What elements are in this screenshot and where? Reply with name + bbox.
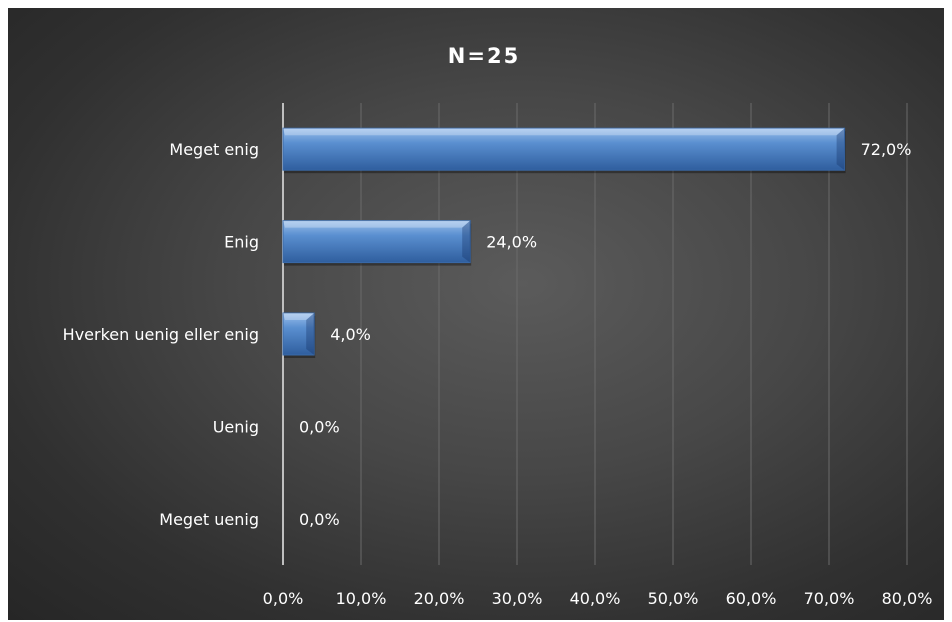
chart-area bbox=[8, 8, 944, 620]
bar-bevel-right bbox=[306, 313, 315, 355]
gridlines bbox=[282, 103, 908, 565]
category-label: Hverken uenig eller enig bbox=[63, 325, 259, 344]
x-tick-label: 50,0% bbox=[648, 589, 699, 608]
bar-body bbox=[282, 312, 315, 356]
bar-bevel-top bbox=[283, 220, 471, 228]
bar-bevel-right bbox=[836, 128, 845, 171]
bar-bevel-top bbox=[283, 313, 315, 320]
category-label: Meget enig bbox=[169, 140, 259, 159]
data-label: 0,0% bbox=[299, 510, 340, 529]
x-tick-label: 40,0% bbox=[570, 589, 621, 608]
x-tick-label: 30,0% bbox=[492, 589, 543, 608]
chart-title: N=25 bbox=[448, 44, 520, 68]
labels: 0,0% 10,0% 20,0% 30,0% 40,0% 50,0% 60,0% 70,0% 8… bbox=[63, 140, 933, 608]
x-tick-label: 0,0% bbox=[263, 589, 304, 608]
data-label: 24,0% bbox=[486, 233, 537, 252]
data-label: 4,0% bbox=[330, 325, 371, 344]
x-tick-label: 20,0% bbox=[414, 589, 465, 608]
bar-bevel-top bbox=[283, 128, 845, 136]
bar-bevel-right bbox=[462, 220, 471, 263]
category-label: Uenig bbox=[213, 417, 259, 436]
x-tick-label: 60,0% bbox=[726, 589, 777, 608]
bar bbox=[282, 220, 472, 266]
bar-body bbox=[282, 127, 846, 171]
data-label: 0,0% bbox=[299, 417, 340, 436]
x-tick-label: 80,0% bbox=[882, 589, 933, 608]
bar bbox=[282, 312, 316, 358]
x-tick-label: 10,0% bbox=[336, 589, 387, 608]
category-label: Meget uenig bbox=[159, 510, 259, 529]
category-label: Enig bbox=[224, 233, 259, 252]
bar bbox=[282, 127, 846, 174]
data-label: 72,0% bbox=[861, 140, 912, 159]
bar-body bbox=[282, 220, 471, 264]
x-tick-label: 70,0% bbox=[804, 589, 855, 608]
bars bbox=[282, 127, 846, 358]
